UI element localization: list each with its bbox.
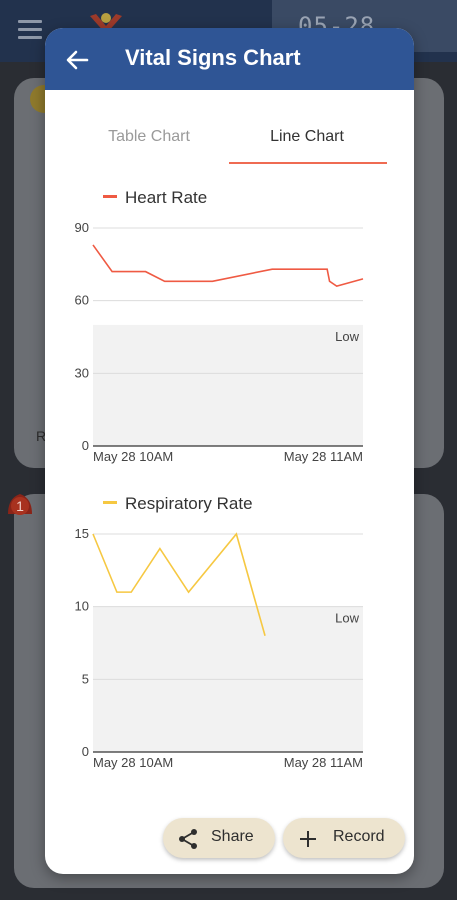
record-label: Record	[333, 828, 385, 845]
series-line	[92, 244, 364, 288]
plus-icon	[300, 831, 316, 847]
arrow-left-icon	[66, 50, 89, 70]
tab-line-chart[interactable]: Line Chart	[270, 128, 344, 145]
y-tick-label: 0	[82, 744, 89, 759]
share-label: Share	[211, 828, 254, 845]
low-band-label: Low	[335, 329, 359, 344]
y-tick-label: 5	[82, 671, 89, 686]
y-tick-label: 0	[82, 438, 89, 453]
active-tab-indicator	[229, 162, 387, 164]
hamburger-icon[interactable]	[18, 20, 42, 40]
legend-label: Heart Rate	[125, 188, 207, 207]
low-band	[93, 324, 363, 446]
y-tick-label: 10	[75, 599, 89, 614]
respiratory-rate-chart: Respiratory Rate Low 0 5 10 15 May 28 10AM May …	[75, 494, 363, 770]
dialog-title: Vital Signs Chart	[125, 45, 301, 70]
legend-swatch	[103, 195, 117, 198]
y-tick-label: 60	[75, 293, 89, 308]
x-tick-label: May 28 11AM	[284, 755, 363, 770]
x-tick-label: May 28 11AM	[284, 449, 363, 464]
vital-signs-dialog: Vital Signs Chart Table Chart Line Chart…	[45, 28, 414, 874]
record-button[interactable]: Record	[283, 818, 405, 858]
alarm-count: 1	[16, 498, 24, 514]
dialog-header: Vital Signs Chart	[45, 28, 414, 90]
y-tick-label: 30	[75, 365, 89, 380]
x-tick-label: May 28 10AM	[93, 449, 173, 464]
heart-rate-chart: Heart Rate Low 0 30 60 90 May 28 10AM May 28 11…	[75, 188, 364, 464]
y-tick-label: 15	[75, 526, 89, 541]
alarm-bell-icon: 1	[8, 494, 32, 515]
y-tick-label: 90	[75, 220, 89, 235]
legend-label: Respiratory Rate	[125, 494, 253, 513]
background-text: R	[36, 428, 47, 444]
legend-swatch	[103, 501, 117, 504]
app-logo	[90, 13, 122, 34]
x-tick-label: May 28 10AM	[93, 755, 173, 770]
back-button[interactable]	[59, 42, 95, 78]
chart-tabs: Table Chart Line Chart	[71, 120, 387, 164]
tab-table-chart[interactable]: Table Chart	[108, 128, 190, 145]
share-button[interactable]: Share	[163, 818, 275, 858]
share-icon	[179, 829, 197, 849]
low-band-label: Low	[335, 611, 359, 626]
